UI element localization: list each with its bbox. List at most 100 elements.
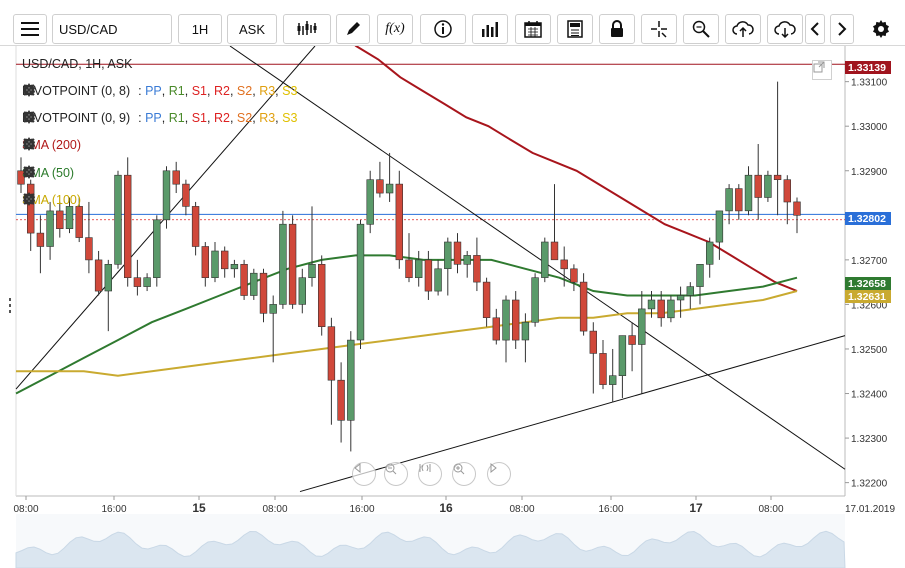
- pivot2-legend: PIVOTPOINT (0, 9) : PP, R1, S1, R2, S2, …: [22, 110, 341, 126]
- scroll-right-icon[interactable]: [487, 462, 511, 486]
- pivot1-r3: R3: [259, 84, 276, 98]
- candle-body: [773, 174, 782, 180]
- toolbar: USD/CAD 1H ASK f(x): [0, 0, 905, 46]
- fx-label: f(x): [385, 21, 405, 36]
- candle-body: [172, 170, 180, 185]
- chart-type-icon[interactable]: [283, 14, 331, 44]
- candle-body: [618, 335, 627, 377]
- candle-body: [317, 264, 326, 328]
- scroll-left-icon[interactable]: [352, 462, 376, 486]
- price-side-selector[interactable]: ASK: [227, 14, 277, 44]
- crosshair-icon[interactable]: [641, 14, 677, 44]
- y-tick-label: 1.32900: [851, 167, 888, 178]
- candle-body: [628, 335, 636, 345]
- candle-body: [715, 210, 724, 243]
- candle-body: [434, 268, 442, 292]
- pivot1-r2: R2: [213, 84, 230, 98]
- resize-handle: [9, 298, 11, 301]
- candle-body: [541, 241, 549, 278]
- candle-body: [250, 272, 258, 296]
- lock-icon[interactable]: [599, 14, 635, 44]
- chevron-left-icon[interactable]: [805, 14, 825, 44]
- candle-body: [133, 277, 142, 287]
- candle-body: [46, 210, 54, 247]
- symbol-selector[interactable]: USD/CAD: [52, 14, 172, 44]
- candle-body: [395, 183, 403, 261]
- sma50-gear-icon[interactable]: [22, 165, 104, 181]
- sma100-close-icon[interactable]: [23, 192, 125, 208]
- candle-body: [608, 375, 617, 385]
- candlestick-chart[interactable]: 1.331001.330001.329001.328001.327001.326…: [0, 46, 905, 568]
- info-icon[interactable]: [420, 14, 466, 44]
- resize-handle: [9, 310, 11, 313]
- resize-handle: [9, 304, 11, 307]
- candle-body: [298, 277, 306, 305]
- timeframe-label: 1H: [191, 21, 209, 37]
- candle-body: [85, 237, 93, 261]
- pivot1-close-icon[interactable]: [23, 83, 341, 99]
- high-price-tag: 1.33139: [845, 61, 891, 74]
- expand-icon[interactable]: [812, 60, 832, 80]
- pivot1-s1: S1: [191, 84, 207, 98]
- candle-body: [94, 259, 103, 292]
- candle-body: [56, 210, 64, 229]
- timeframe-selector[interactable]: 1H: [178, 14, 222, 44]
- x-tick-label: 17.01.2019: [845, 504, 895, 515]
- upload-icon[interactable]: [725, 14, 761, 44]
- candle-body: [696, 264, 704, 287]
- zoom-out-icon[interactable]: [384, 462, 408, 486]
- x-tick-label: 08:00: [509, 504, 534, 515]
- candle-body: [764, 174, 772, 198]
- candle-body: [414, 259, 423, 278]
- fx-icon[interactable]: f(x): [377, 14, 413, 44]
- draw-pencil-icon[interactable]: [336, 14, 370, 44]
- zoom-in-icon[interactable]: [452, 462, 476, 486]
- pivot2-gear-icon[interactable]: [22, 110, 319, 126]
- candle-body: [124, 174, 132, 278]
- chart-area[interactable]: 1.331001.330001.329001.328001.327001.326…: [0, 46, 905, 568]
- candle-body: [686, 286, 695, 296]
- fit-icon[interactable]: [418, 462, 442, 486]
- candle-body: [579, 281, 588, 332]
- candle-body: [705, 241, 714, 265]
- sma200-close-icon[interactable]: [23, 137, 133, 153]
- x-tick-label: 08:00: [262, 504, 287, 515]
- sma100-label: SMA (100): [22, 193, 82, 207]
- pivot2-s3: S3: [282, 111, 298, 125]
- candle-body: [26, 183, 35, 234]
- sma100-gear-icon[interactable]: [22, 192, 103, 208]
- calculator-icon[interactable]: [557, 14, 593, 44]
- gear-icon[interactable]: [868, 14, 894, 44]
- indicators-icon[interactable]: [472, 14, 508, 44]
- pivot1-gear-icon[interactable]: [22, 83, 319, 99]
- sma50-price-tag: 1.32658: [845, 277, 891, 290]
- zoom-icon[interactable]: [683, 14, 719, 44]
- candle-body: [201, 246, 209, 279]
- y-tick-label: 1.32200: [851, 479, 888, 490]
- candle-body: [288, 223, 297, 305]
- candle-body: [531, 277, 539, 323]
- candle-body: [647, 299, 656, 310]
- calendar-icon[interactable]: [515, 14, 551, 44]
- current-price-tag: 1.32802: [845, 212, 891, 225]
- pivot1-legend: PIVOTPOINT (0, 8) : PP, R1, S1, R2, S2, …: [22, 83, 341, 99]
- candle-body: [521, 321, 530, 341]
- candle-body: [735, 188, 743, 212]
- candle-body: [337, 379, 345, 421]
- candle-body: [17, 170, 25, 185]
- sma50-close-icon[interactable]: [23, 165, 126, 181]
- hamburger-icon[interactable]: [13, 14, 47, 44]
- candle-body: [424, 259, 433, 292]
- pivot2-close-icon[interactable]: [23, 110, 341, 126]
- x-tick-label: 16: [439, 501, 453, 515]
- candle-body: [259, 272, 268, 314]
- candle-body: [153, 219, 161, 279]
- candle-body: [308, 264, 316, 279]
- pivot1-s3: S3: [282, 84, 298, 98]
- sma200-gear-icon[interactable]: [22, 137, 111, 153]
- chevron-right-icon[interactable]: [830, 14, 854, 44]
- trend-line-descending: [229, 46, 846, 470]
- download-icon[interactable]: [767, 14, 803, 44]
- pivot2-pp: PP: [145, 111, 162, 125]
- sma100-price-tag: 1.32631: [845, 290, 891, 303]
